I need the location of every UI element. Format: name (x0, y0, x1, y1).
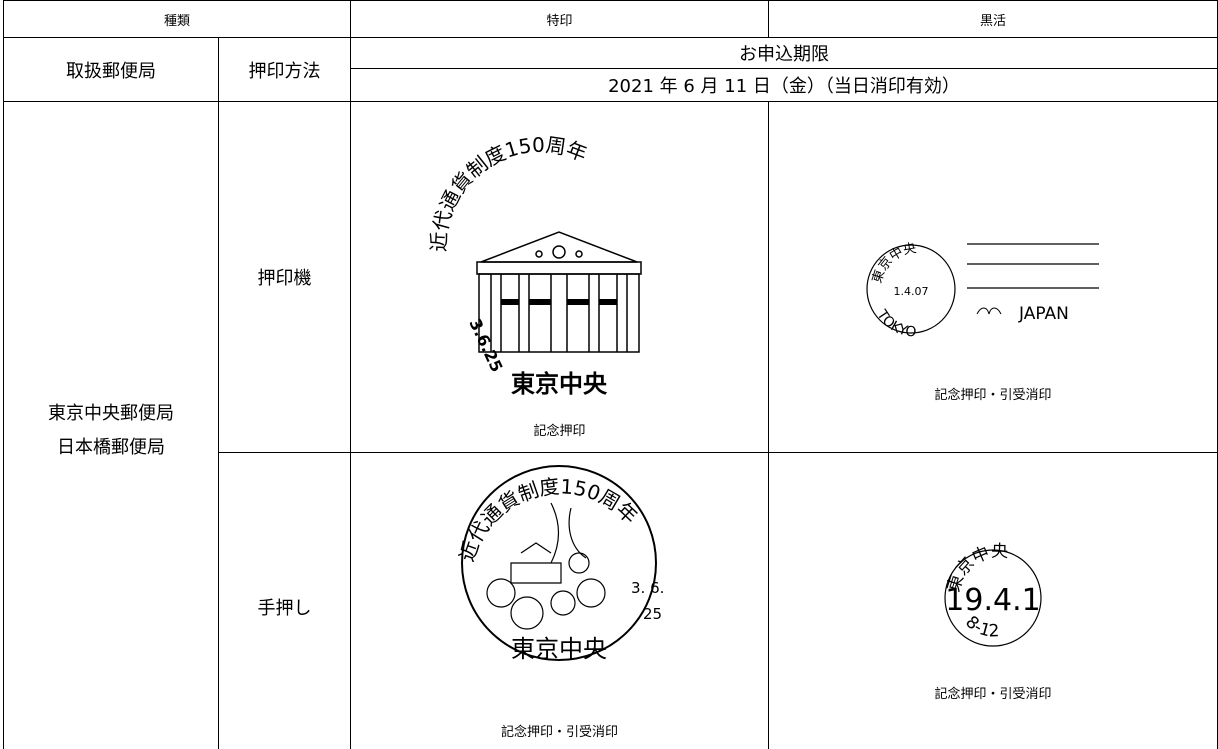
caption: 記念押印・引受消印 (934, 388, 1052, 403)
header-cell: 特印 (350, 0, 769, 38)
office: 東京中央郵便局 (48, 403, 174, 424)
label: お申込期限 (739, 44, 829, 65)
stamp-city: TOKYO (873, 307, 917, 341)
stamp-cell: 近代通貨制度150周年 3. 6. 25 東京中央 記念押印・引受消印 (350, 452, 769, 749)
stamp: 近代通貨制度150周年 3. 6. 25 東京中央 (455, 465, 664, 663)
caption: 記念押印・引受消印 (934, 687, 1052, 702)
stamp-text: TOKYO (873, 307, 917, 341)
stamp-place: 東京中央 (869, 241, 918, 285)
header-cell: 黒活 (768, 0, 1218, 38)
stamp-cell: 東京中央 1.4.07 TOKYO JAPAN 記念押印・引受消印 (768, 101, 1218, 453)
caption: 記念押印 (533, 424, 586, 439)
label: 取扱郵便局 (66, 60, 156, 82)
header-text: 特印 (546, 13, 573, 29)
building (476, 231, 642, 353)
stamp-cell: 近代通貨制度150周年 3.6.25 東京中央 記念押印 (350, 101, 769, 453)
stamp-date: 19.4.1 (945, 583, 1040, 618)
header-cell: 種類 (3, 0, 351, 38)
office-cell: 東京中央郵便局 日本橋郵便局 (3, 101, 219, 749)
stamp-country: JAPAN (1018, 304, 1069, 324)
stamp-date: 1.4.07 (894, 285, 929, 298)
method-label: 押印方法 (218, 37, 351, 102)
stamp-ring (461, 465, 657, 661)
label: 2021 年 6 月 11 日（金）（当日消印有効） (608, 76, 960, 97)
deadline-label: お申込期限 (350, 37, 1218, 69)
header-text: 種類 (163, 13, 190, 29)
stamp-ring (944, 549, 1042, 647)
stamp: 東京中央 1.4.07 TOKYO JAPAN (866, 241, 1099, 341)
stamp-place: 東京中央 (511, 635, 607, 663)
stamp-ring (866, 244, 956, 334)
office: 日本橋郵便局 (57, 437, 165, 458)
stamp-date: 25 (643, 605, 662, 623)
stamp-place: 東京中央 (511, 370, 608, 398)
label: 押印方法 (248, 60, 321, 82)
method-cell: 押印機 (218, 101, 351, 453)
method: 手押し (257, 598, 312, 619)
stamp-text: 東京中央 (869, 241, 918, 285)
method-cell: 手押し (218, 452, 351, 749)
flowers (486, 502, 606, 630)
method: 押印機 (257, 268, 312, 289)
stamp-cell: 東京中央 19.4.1 8-12 記念押印・引受消印 (768, 452, 1218, 749)
stamp-lines (967, 243, 1099, 289)
stamp: 東京中央 19.4.1 8-12 (944, 542, 1042, 647)
bird (976, 307, 1002, 315)
caption: 記念押印・引受消印 (500, 725, 618, 740)
stamp: 近代通貨制度150周年 3.6.25 東京中央 (427, 133, 642, 398)
office-label: 取扱郵便局 (3, 37, 219, 102)
header-text: 黒活 (979, 13, 1006, 29)
deadline: 2021 年 6 月 11 日（金）（当日消印有効） (350, 68, 1218, 102)
stamp-date: 3. 6. (631, 579, 664, 597)
